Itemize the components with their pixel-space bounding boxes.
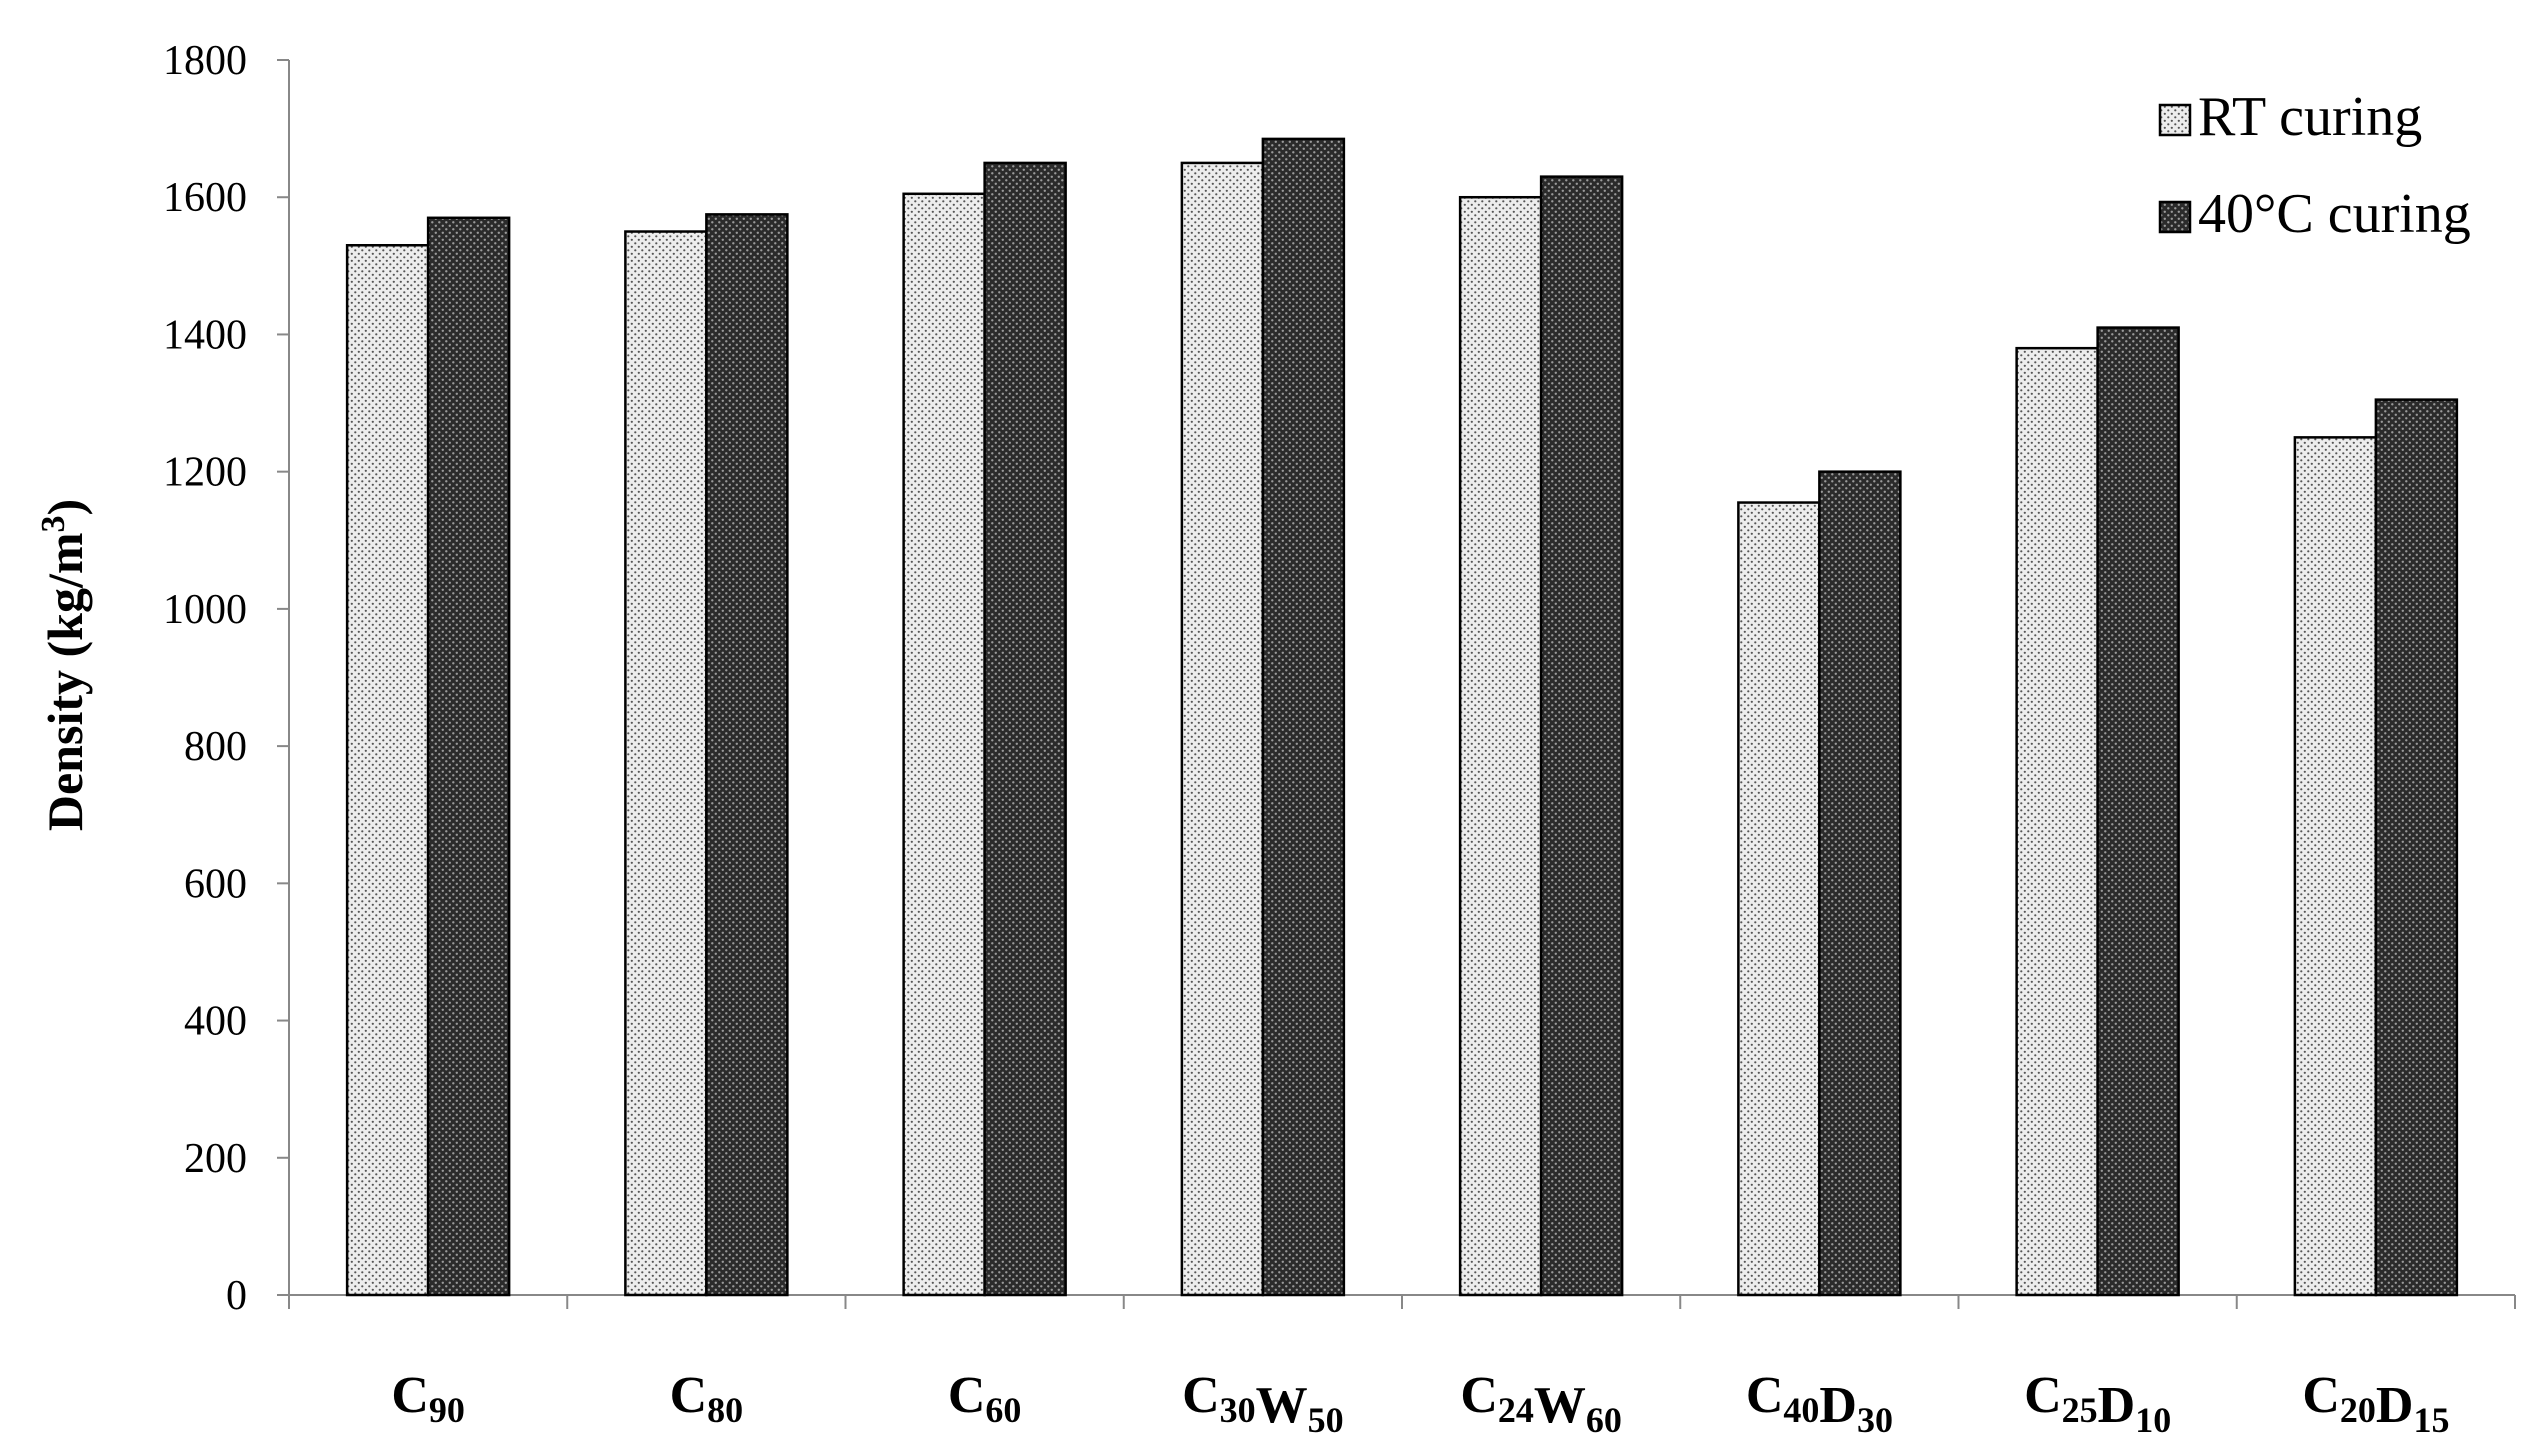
category-label-subscript: 20 <box>2340 1390 2376 1430</box>
bar-rt-c25d10 <box>2015 346 2099 1297</box>
legend: RT curing 40°C curing <box>2158 86 2471 245</box>
bar-40c-c60 <box>983 161 1067 1297</box>
category-label-subscript: 80 <box>707 1390 743 1430</box>
y-title-main: Density (kg/m <box>37 533 93 832</box>
category-label-subscript: 24 <box>1498 1390 1534 1430</box>
bar-rt-c60 <box>902 192 986 1297</box>
bars <box>345 137 2459 1297</box>
x-category-label: C60 <box>948 1367 1022 1430</box>
category-label-main: C <box>2302 1367 2340 1424</box>
category-label-subscript: 10 <box>2135 1400 2171 1440</box>
category-label-main: C <box>2024 1367 2062 1424</box>
category-label-subscript: 60 <box>985 1390 1021 1430</box>
legend-label-rt: RT curing <box>2198 86 2422 148</box>
category-label-main: D <box>2376 1377 2414 1434</box>
bar-40c-c40d30 <box>1818 470 1902 1297</box>
x-category-label: C80 <box>670 1367 744 1430</box>
bar-rt-c90 <box>345 244 430 1297</box>
x-category-label: C25D10 <box>2024 1367 2171 1440</box>
category-label-subscript: 50 <box>1308 1400 1344 1440</box>
bar-40c-c30w50 <box>1261 137 1346 1297</box>
bar-rt-c20d15 <box>2293 436 2378 1297</box>
bar-rt-c80 <box>624 230 708 1297</box>
y-title-tail: ) <box>37 499 93 516</box>
y-tick-label: 1200 <box>163 450 247 496</box>
category-label-subscript: 30 <box>1220 1390 1256 1430</box>
category-label-subscript: 30 <box>1857 1400 1893 1440</box>
bar-rt-c40d30 <box>1737 501 1821 1297</box>
y-title-superscript: 3 <box>35 516 72 533</box>
category-label-main: C <box>1460 1367 1498 1424</box>
x-category-label: C24W60 <box>1460 1367 1622 1440</box>
x-category-label: C20D15 <box>2302 1367 2449 1440</box>
legend-swatch-40c <box>2158 200 2192 234</box>
category-label-main: W <box>1256 1377 1308 1434</box>
category-label-main: D <box>2098 1377 2136 1434</box>
category-label-main: C <box>948 1367 986 1424</box>
y-tick-label: 1600 <box>163 175 247 221</box>
y-axis-title: Density (kg/m3) <box>35 499 93 831</box>
y-tick-label: 600 <box>184 861 247 907</box>
category-label-subscript: 25 <box>2062 1390 2098 1430</box>
category-label-main: C <box>1182 1367 1220 1424</box>
category-label-subscript: 40 <box>1783 1390 1819 1430</box>
x-category-label: C40D30 <box>1746 1367 1893 1440</box>
category-label-subscript: 15 <box>2413 1400 2449 1440</box>
category-label-main: W <box>1534 1377 1586 1434</box>
y-tick-label: 1000 <box>163 587 247 633</box>
bar-40c-c25d10 <box>2096 326 2180 1297</box>
bar-40c-c80 <box>705 213 789 1297</box>
category-label-main: C <box>391 1367 429 1424</box>
y-tick-label: 400 <box>184 999 247 1045</box>
category-label-subscript: 90 <box>429 1390 465 1430</box>
bar-rt-c24w60 <box>1458 195 1543 1297</box>
legend-label-40c: 40°C curing <box>2198 183 2471 245</box>
y-tick-label: 200 <box>184 1136 247 1182</box>
x-axis <box>288 1294 2516 1309</box>
bar-40c-c24w60 <box>1539 175 1624 1297</box>
bar-rt-c30w50 <box>1180 161 1265 1297</box>
bar-40c-c90 <box>426 216 511 1297</box>
category-label-main: D <box>1819 1377 1857 1434</box>
category-label-main: C <box>670 1367 708 1424</box>
x-category-label: C30W50 <box>1182 1367 1344 1440</box>
y-tick-label: 1800 <box>163 38 247 84</box>
legend-swatch-rt <box>2158 103 2192 137</box>
y-tick-label: 0 <box>226 1273 247 1319</box>
category-label-subscript: 60 <box>1586 1400 1622 1440</box>
category-label-main: C <box>1746 1367 1784 1424</box>
y-tick-label: 1400 <box>163 312 247 358</box>
category-labels: C90 C80 C60 C30W50 C24W60 C40D30 C25D10 C20D15 <box>391 1367 2449 1440</box>
x-category-label: C90 <box>391 1367 465 1430</box>
bar-40c-c20d15 <box>2374 398 2459 1297</box>
y-axis: 0 200 400 600 800 1000 1200 1400 1600 1800 <box>163 38 290 1319</box>
y-tick-label: 800 <box>184 724 247 770</box>
